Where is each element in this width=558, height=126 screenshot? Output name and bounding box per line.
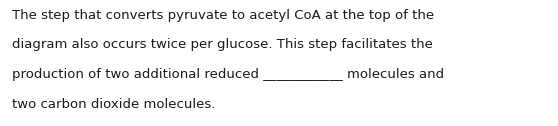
Text: diagram also occurs twice per glucose. This step facilitates the: diagram also occurs twice per glucose. T… (12, 38, 433, 51)
Text: production of two additional reduced ____________ molecules and: production of two additional reduced ___… (12, 68, 444, 81)
Text: two carbon dioxide molecules.: two carbon dioxide molecules. (12, 98, 215, 111)
Text: The step that converts pyruvate to acetyl CoA at the top of the: The step that converts pyruvate to acety… (12, 9, 434, 22)
